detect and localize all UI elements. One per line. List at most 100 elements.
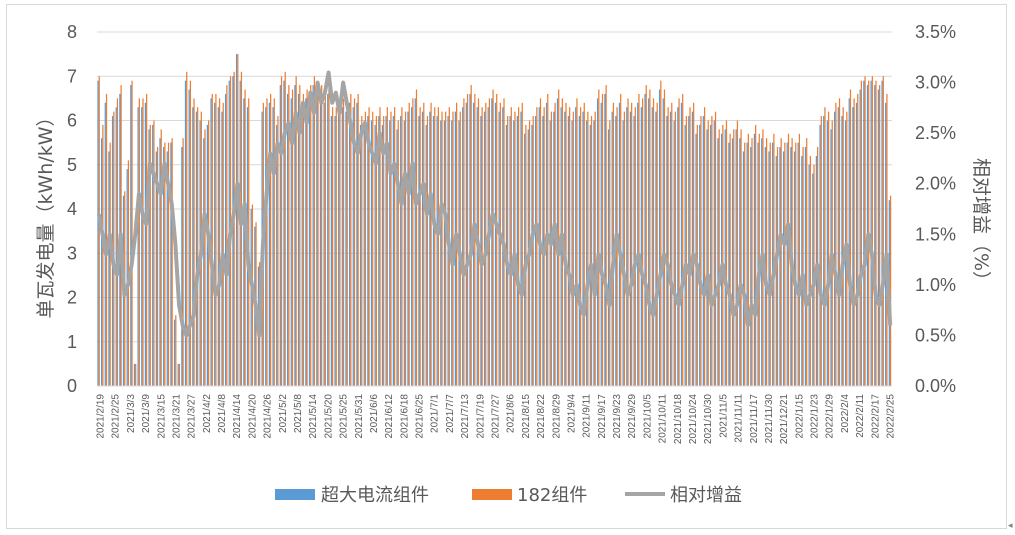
x-tick-label: 2021/4/8	[217, 394, 228, 433]
bar-182-module	[667, 107, 669, 386]
x-tick-label: 2021/8/22	[536, 394, 547, 439]
bar-current-module	[571, 120, 573, 386]
bar-182-module	[579, 107, 582, 386]
gain-line	[96, 70, 893, 338]
bar-182-module	[142, 98, 144, 386]
bar-182-module	[215, 93, 217, 386]
bar-182-module	[284, 71, 286, 386]
bar-current-module	[626, 107, 628, 386]
bar-182-module	[747, 133, 749, 386]
y-tick-label: 2	[67, 288, 77, 308]
bar-182-module	[277, 116, 279, 386]
x-tick-label: 2022/1/23	[810, 394, 821, 439]
bar-current-module	[378, 116, 380, 386]
bar-current-module	[622, 120, 624, 386]
x-tick-label: 2021/4/26	[263, 394, 274, 439]
bar-182-module	[466, 93, 469, 386]
bar-182-module	[558, 89, 560, 387]
bar-182-module	[182, 138, 184, 386]
bar-current-module	[403, 120, 405, 386]
bar-current-module	[429, 111, 431, 387]
bar-182-module	[809, 155, 811, 386]
x-tick-label: 2021/12/21	[779, 394, 790, 444]
x-tick-label: 2021/6/25	[415, 394, 426, 439]
y2-tick-label: 1.0%	[915, 275, 956, 295]
bar-current-module	[101, 138, 103, 386]
bar-current-module	[633, 116, 635, 386]
bar-182-module	[612, 102, 615, 387]
bar-182-module	[441, 111, 443, 387]
x-tick-label: 2021/8/6	[506, 394, 517, 433]
bar-182-module	[594, 111, 596, 387]
bar-current-module	[658, 89, 661, 387]
bar-182-module	[645, 85, 647, 386]
y-tick-label: 3	[67, 243, 77, 263]
bar-current-module	[491, 98, 493, 386]
y-tick-label: 1	[67, 332, 77, 352]
bar-182-module	[714, 111, 717, 387]
bar-182-module	[572, 111, 574, 387]
bar-current-module	[188, 89, 190, 387]
x-tick-label: 2021/5/31	[354, 394, 365, 439]
bar-current-module	[421, 111, 424, 387]
bar-182-module	[678, 98, 680, 386]
bar-current-module	[330, 116, 332, 386]
bar-current-module	[808, 164, 810, 386]
bar-182-module	[324, 93, 326, 386]
bar-current-module	[108, 151, 110, 386]
bar-current-module	[316, 98, 318, 386]
bar-current-module	[250, 209, 252, 386]
bar-current-module	[607, 129, 610, 386]
bar-current-module	[509, 116, 511, 386]
bar-current-module	[724, 129, 726, 386]
bar-current-module	[531, 124, 533, 387]
bar-current-module	[688, 116, 690, 386]
bar-182-module	[313, 76, 316, 386]
bar-182-module	[806, 138, 808, 386]
legend: 超大电流组件 182组件 相对增益	[275, 485, 742, 506]
x-tick-label: 2021/5/8	[293, 394, 304, 433]
bar-182-module	[397, 120, 399, 386]
bar-182-module	[849, 89, 852, 387]
bar-182-module	[492, 89, 494, 387]
bar-182-module	[882, 76, 884, 386]
bar-182-module	[663, 89, 666, 387]
bar-182-module	[729, 133, 731, 386]
bar-182-module	[317, 89, 319, 387]
bar-182-module	[514, 111, 516, 387]
bar-182-module	[517, 107, 520, 386]
bar-current-module	[115, 107, 117, 386]
bar-182-module	[769, 142, 771, 386]
bar-current-module	[848, 98, 850, 386]
bar-current-module	[750, 147, 752, 386]
bar-182-module	[375, 116, 378, 386]
bar-182-module	[824, 107, 826, 386]
bar-current-module	[863, 80, 865, 387]
bar-182-module	[357, 93, 359, 386]
bar-current-module	[327, 93, 329, 386]
bar-current-module	[381, 124, 384, 387]
bar-182-module	[149, 124, 151, 387]
x-tick-label: 2021/11/17	[749, 394, 760, 444]
y2-tick-label: 0.5%	[915, 325, 956, 345]
bar-182-module	[652, 98, 655, 386]
bar-182-module	[430, 102, 432, 387]
bar-182-module	[733, 129, 735, 386]
corner-resize-mark: ◂	[1008, 521, 1013, 531]
bar-current-module	[691, 111, 694, 387]
bar-182-module	[160, 129, 162, 386]
bar-182-module	[875, 80, 877, 387]
bar-182-module	[102, 124, 104, 387]
x-tick-label: 2021/6/6	[369, 394, 380, 433]
bar-current-module	[786, 142, 788, 386]
bar-182-module	[886, 93, 888, 386]
bar-current-module	[279, 85, 281, 386]
bar-182-module	[871, 76, 873, 386]
bar-current-module	[192, 107, 194, 386]
bar-182-module	[751, 138, 753, 386]
bar-182-module	[758, 133, 760, 386]
bar-current-module	[352, 107, 354, 386]
bar-current-module	[596, 98, 599, 386]
bar-182-module	[623, 111, 625, 387]
bar-current-module	[232, 76, 234, 386]
